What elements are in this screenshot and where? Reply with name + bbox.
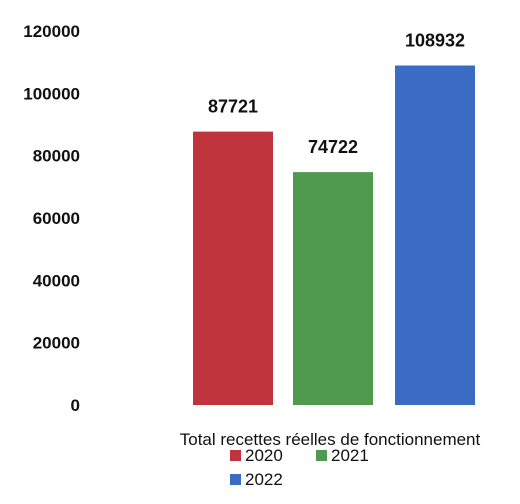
data-label-2022: 108932 — [405, 30, 465, 50]
y-tick-label: 120000 — [23, 22, 80, 41]
legend-swatch-2020 — [230, 450, 241, 461]
legend-swatch-2021 — [316, 450, 327, 461]
legend-label-2022: 2022 — [245, 470, 283, 489]
y-tick-label: 80000 — [33, 147, 80, 166]
y-tick-label: 100000 — [23, 84, 80, 103]
bar-2022 — [395, 65, 475, 405]
data-labels: 87721 74722 108932 — [208, 30, 465, 157]
y-tick-label: 20000 — [33, 334, 80, 353]
category-label: Total recettes réelles de fonctionnement — [180, 430, 481, 449]
legend-label-2021: 2021 — [331, 446, 369, 465]
legend: 2020 2021 2022 — [230, 446, 369, 489]
data-label-2020: 87721 — [208, 97, 258, 117]
y-tick-label: 60000 — [33, 209, 80, 228]
data-label-2021: 74722 — [308, 137, 358, 157]
bar-group — [193, 65, 475, 405]
y-axis: 0 20000 40000 60000 80000 100000 120000 — [23, 22, 80, 415]
legend-label-2020: 2020 — [245, 446, 283, 465]
bar-2021 — [293, 172, 373, 405]
bar-2020 — [193, 131, 273, 405]
legend-swatch-2022 — [230, 474, 241, 485]
y-tick-label: 40000 — [33, 271, 80, 290]
y-tick-label: 0 — [71, 396, 80, 415]
